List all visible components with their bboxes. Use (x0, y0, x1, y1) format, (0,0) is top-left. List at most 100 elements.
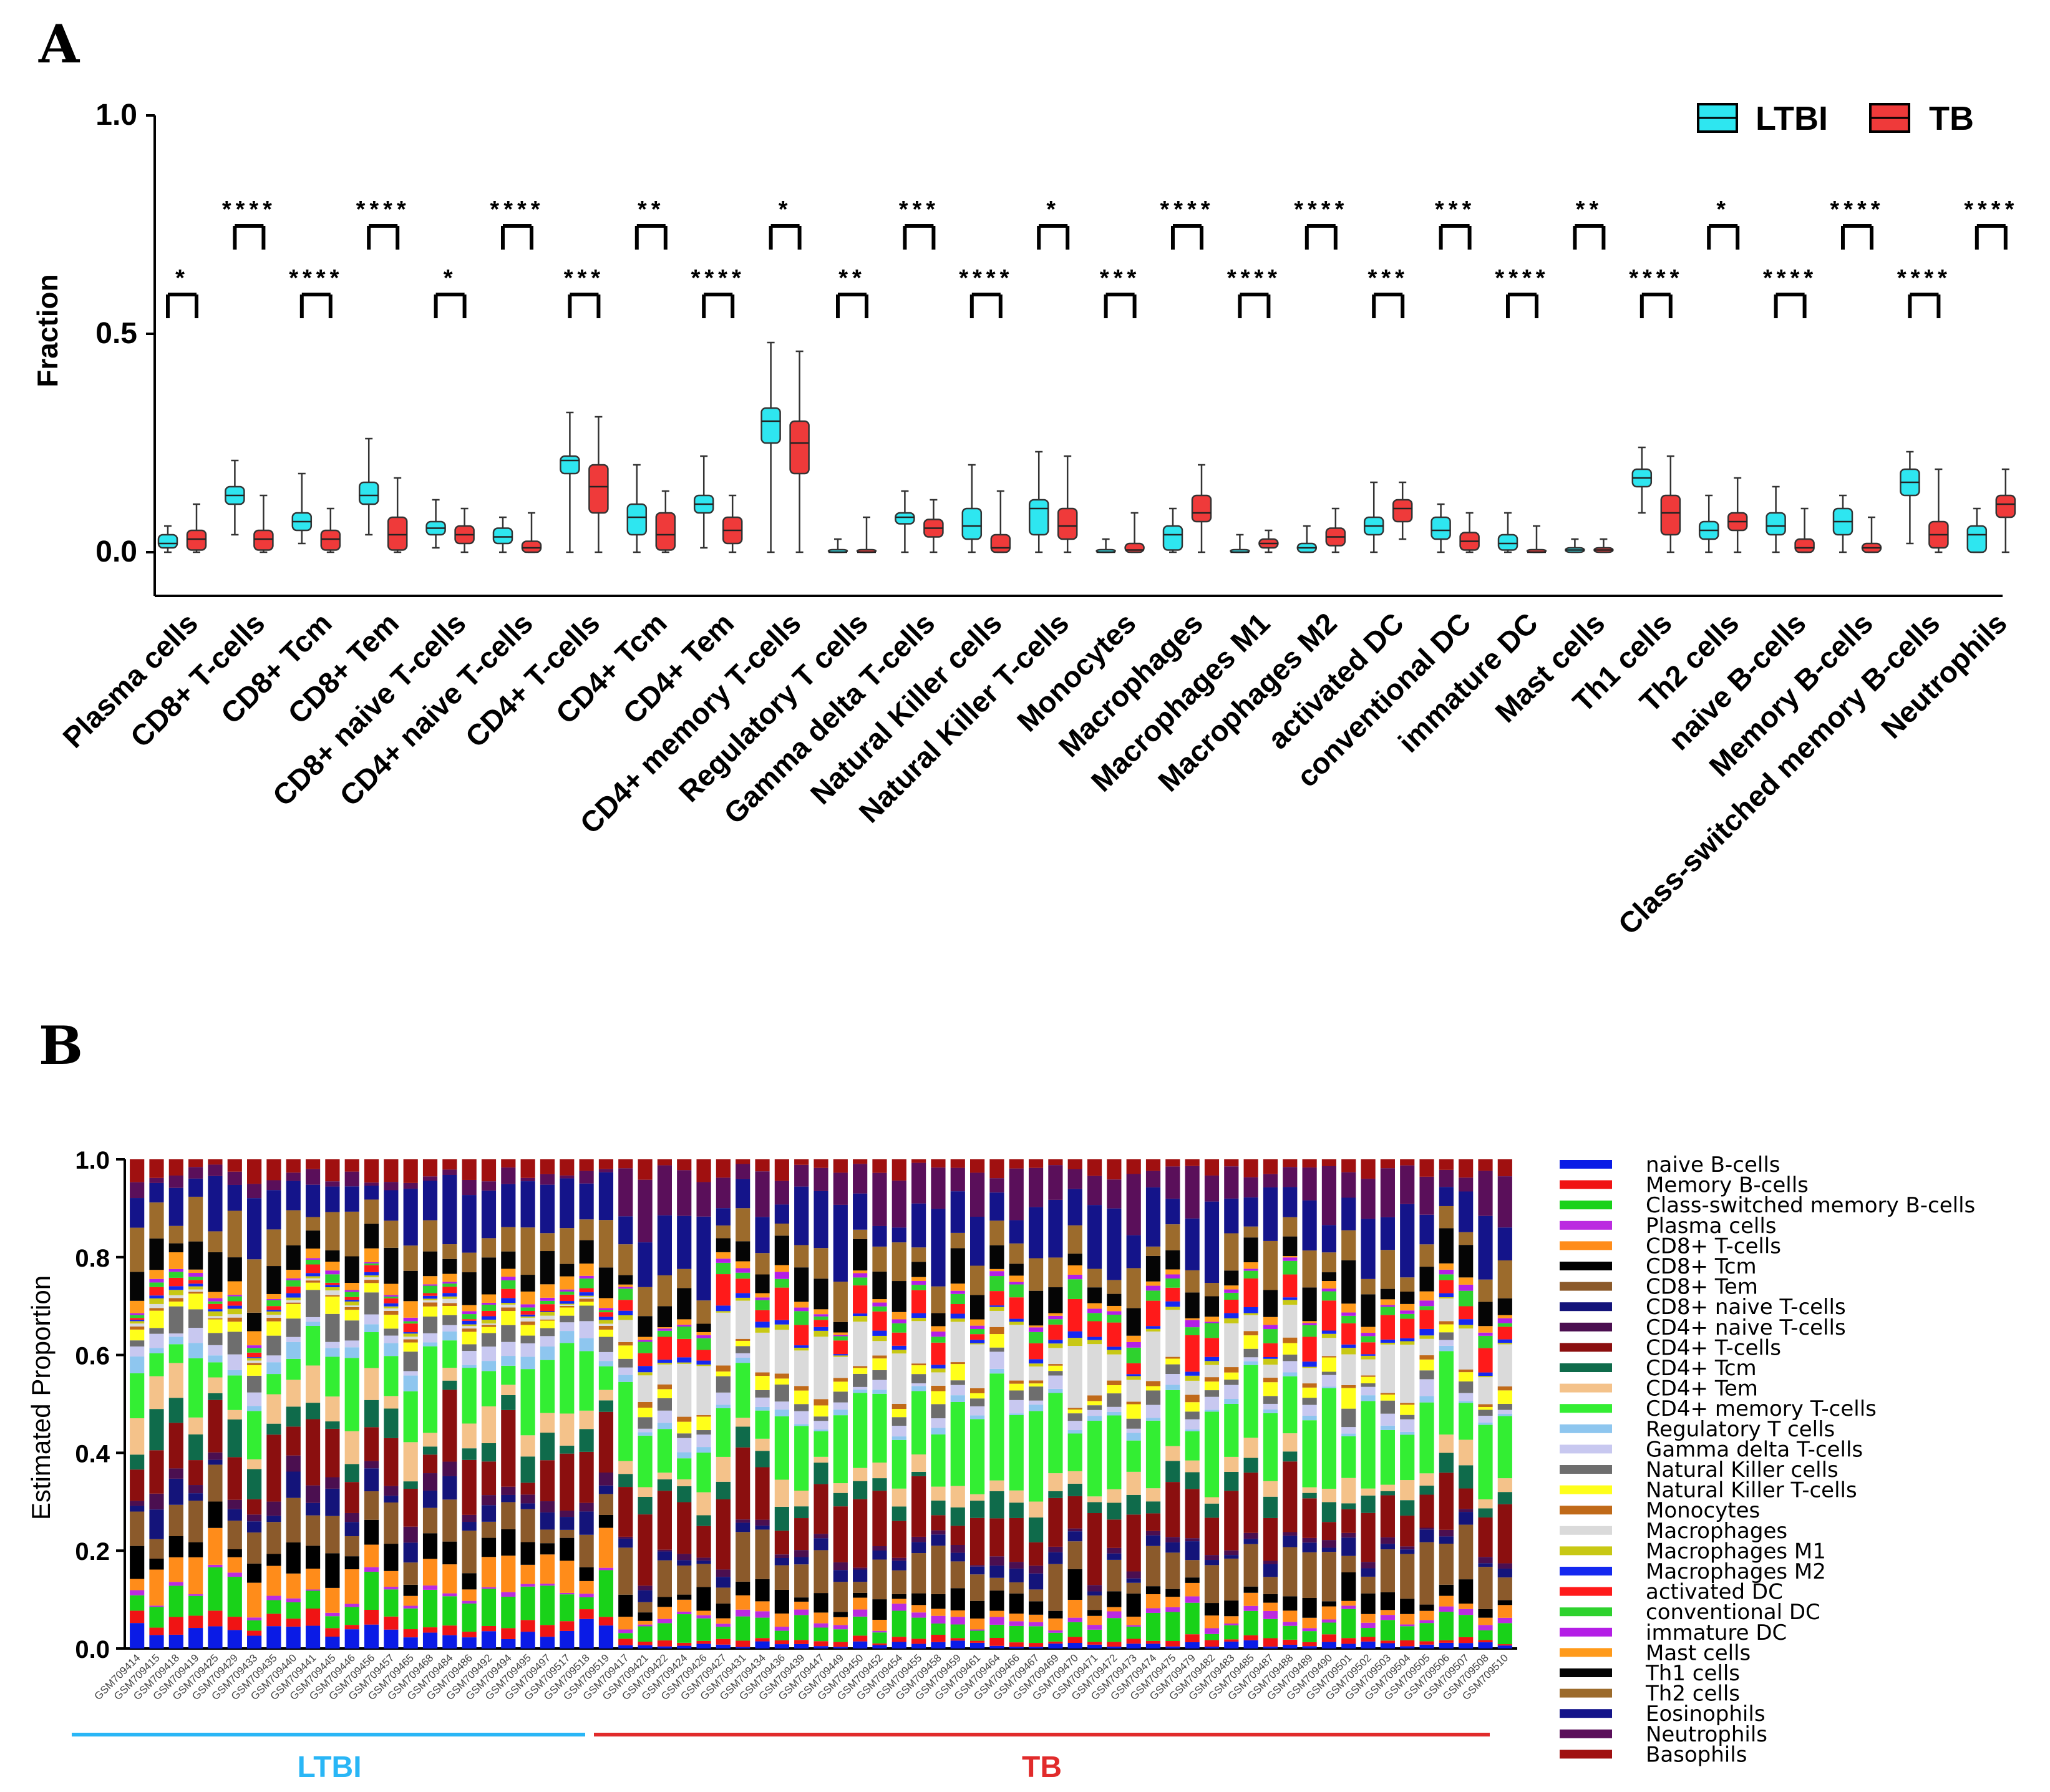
bar-gsm709505-monocytes (1419, 1355, 1434, 1360)
box-natural-killer-cells-ltbi (961, 507, 983, 540)
bar-gsm709450-th1-cells (853, 1239, 868, 1271)
bar-gsm709501-th1-cells (1341, 1260, 1356, 1304)
bar-gsm709452-cd4-tem (872, 1462, 887, 1479)
bar-gsm709461-cd8-tcm (970, 1600, 985, 1619)
bar-gsm709455-cd8-naive-t-cells (911, 1542, 926, 1554)
bar-gsm709441-natural-killer-t-cells (305, 1282, 321, 1290)
bar-gsm709422-cd4-tem (657, 1473, 672, 1479)
bar-gsm709518-gamma-delta-t-cells (579, 1321, 594, 1338)
bar-gsm709510-cd4-memory-t-cells (1497, 1416, 1512, 1479)
bar-gsm709474-class-switched-memory-b-cells (1145, 1612, 1161, 1641)
bar-gsm709487-memory-b-cells (1263, 1638, 1278, 1647)
bar-gsm709519-mast-cells (598, 1298, 614, 1308)
bar-gsm709471-natural-killer-t-cells (1087, 1401, 1102, 1406)
bar-gsm709468-naive-b-cells (422, 1632, 438, 1648)
bar-gsm709497-eosinophils (540, 1184, 555, 1234)
bar-gsm709487-naive-b-cells (1263, 1646, 1278, 1648)
legend-b-label-naive-b-cells: naive B-cells (1646, 1152, 1780, 1177)
bar-gsm709482-cd4-tem (1204, 1497, 1220, 1504)
bar-gsm709505-immature-dc (1419, 1300, 1434, 1307)
bar-gsm709506-basophils (1439, 1159, 1454, 1170)
bar-gsm709440-macrophages-m2 (286, 1293, 301, 1298)
sig-cd4-memory-t-cells-stars: * (779, 197, 792, 223)
bar-gsm709440-cd4-memory-t-cells (286, 1358, 301, 1380)
legend-b-swatch-cd4-t-cells (1560, 1343, 1612, 1352)
bar-gsm709434-cd4-naive-t-cells (755, 1519, 770, 1526)
bar-gsm709468-macrophages (422, 1300, 438, 1303)
bar-gsm709445-activated-dc (325, 1282, 340, 1285)
bar-gsm709459-macrophages-m2 (950, 1313, 965, 1319)
bar-gsm709502-macrophages (1361, 1359, 1376, 1376)
bar-gsm709483-cd8-tem (1224, 1558, 1239, 1601)
bar-gsm709418-cd8-t-cells (168, 1557, 183, 1582)
bar-gsm709508-cd8-tcm (1478, 1609, 1493, 1618)
bar-gsm709502-cd8-tcm (1361, 1593, 1376, 1614)
bar-gsm709482-cd8-naive-t-cells (1204, 1560, 1220, 1566)
bar-gsm709414-class-switched-memory-b-cells (130, 1595, 145, 1611)
bar-gsm709467-macrophages-m2 (1028, 1359, 1044, 1364)
bar-gsm709449-activated-dc (833, 1340, 848, 1355)
bar-gsm709472-gamma-delta-t-cells (1107, 1406, 1122, 1412)
bar-gsm709431-cd4-tem (736, 1418, 751, 1427)
bar-gsm709417-cd8-t-cells (618, 1617, 633, 1630)
bar-gsm709473-th2-cells (1126, 1268, 1141, 1308)
bar-gsm709421-cd4-tcm (638, 1496, 653, 1515)
bar-gsm709465-macrophages (403, 1337, 418, 1340)
bar-gsm709439-conventional-dc (794, 1311, 809, 1325)
bar-gsm709425-activated-dc (208, 1303, 223, 1310)
bar-gsm709418-natural-killer-cells (168, 1306, 183, 1334)
bar-gsm709429-cd4-memory-t-cells (227, 1375, 242, 1410)
bar-gsm709445-mast-cells (325, 1262, 340, 1271)
bar-gsm709421-macrophages-m1 (638, 1372, 653, 1376)
bar-gsm709449-memory-b-cells (833, 1642, 848, 1647)
bar-gsm709495-cd8-tcm (520, 1542, 535, 1565)
bar-gsm709471-natural-killer-cells (1087, 1405, 1102, 1410)
bar-gsm709465-natural-killer-cells (403, 1351, 418, 1371)
bar-gsm709507-memory-b-cells (1459, 1637, 1474, 1643)
bar-gsm709456-natural-killer-cells (364, 1292, 379, 1315)
bar-gsm709421-cd8-tem (638, 1602, 653, 1613)
bar-gsm709469-regulatory-t-cells (1048, 1388, 1063, 1393)
bar-gsm709488-gamma-delta-t-cells (1283, 1361, 1298, 1373)
bar-gsm709517-immature-dc (560, 1289, 575, 1292)
bar-gsm709519-activated-dc (598, 1312, 614, 1317)
bar-gsm709501-class-switched-memory-b-cells (1341, 1609, 1356, 1639)
bar-gsm709465-basophils (403, 1159, 418, 1183)
bar-gsm709427-neutrophils (716, 1177, 731, 1209)
legend-b-label-cd4-t-cells: CD4+ T-cells (1646, 1335, 1781, 1360)
bar-gsm709503-immature-dc (1380, 1305, 1395, 1307)
bar-gsm709455-cd4-memory-t-cells (911, 1391, 926, 1454)
bar-gsm709495-th1-cells (520, 1275, 535, 1292)
bar-gsm709487-cd4-tem (1263, 1481, 1278, 1497)
bar-gsm709467-regulatory-t-cells (1028, 1405, 1044, 1411)
bar-gsm709475-macrophages-m2 (1165, 1301, 1180, 1307)
bar-gsm709466-cd8-tcm (1009, 1593, 1024, 1614)
bar-gsm709457-memory-b-cells (384, 1616, 399, 1630)
bar-gsm709506-cd8-naive-t-cells (1439, 1536, 1454, 1544)
bar-gsm709421-activated-dc (638, 1353, 653, 1366)
bar-gsm709435-cd4-naive-t-cells (266, 1501, 281, 1516)
bar-gsm709469-memory-b-cells (1048, 1641, 1063, 1644)
bar-gsm709417-cd8-tem (618, 1547, 633, 1595)
bar-gsm709479-immature-dc (1185, 1320, 1200, 1328)
bar-gsm709452-monocytes (872, 1355, 887, 1359)
bar-gsm709473-memory-b-cells (1126, 1639, 1141, 1644)
bar-gsm709470-memory-b-cells (1067, 1637, 1082, 1643)
bar-gsm709473-eosinophils (1126, 1235, 1141, 1269)
box-natural-killer-t-cells-ltbi (1028, 499, 1049, 536)
bar-gsm709458-macrophages-m1 (931, 1368, 946, 1373)
bar-gsm709452-cd4-naive-t-cells (872, 1546, 887, 1551)
bar-gsm709455-immature-dc (911, 1280, 926, 1285)
bar-gsm709454-basophils (891, 1159, 906, 1181)
bar-gsm709501-cd4-naive-t-cells (1341, 1532, 1356, 1538)
bar-gsm709497-monocytes (540, 1319, 555, 1321)
bar-gsm709495-natural-killer-t-cells (520, 1325, 535, 1336)
bar-gsm709445-cd8-tcm (325, 1553, 340, 1588)
bar-gsm709470-macrophages (1067, 1346, 1082, 1408)
bar-gsm709414-cd4-tcm (130, 1454, 145, 1470)
bar-gsm709429-neutrophils (227, 1171, 242, 1185)
bar-gsm709415-cd8-naive-t-cells (149, 1509, 164, 1539)
bar-gsm709464-mast-cells (989, 1269, 1004, 1272)
bar-gsm709475-th1-cells (1165, 1250, 1180, 1270)
bar-gsm709517-cd4-memory-t-cells (560, 1343, 575, 1414)
